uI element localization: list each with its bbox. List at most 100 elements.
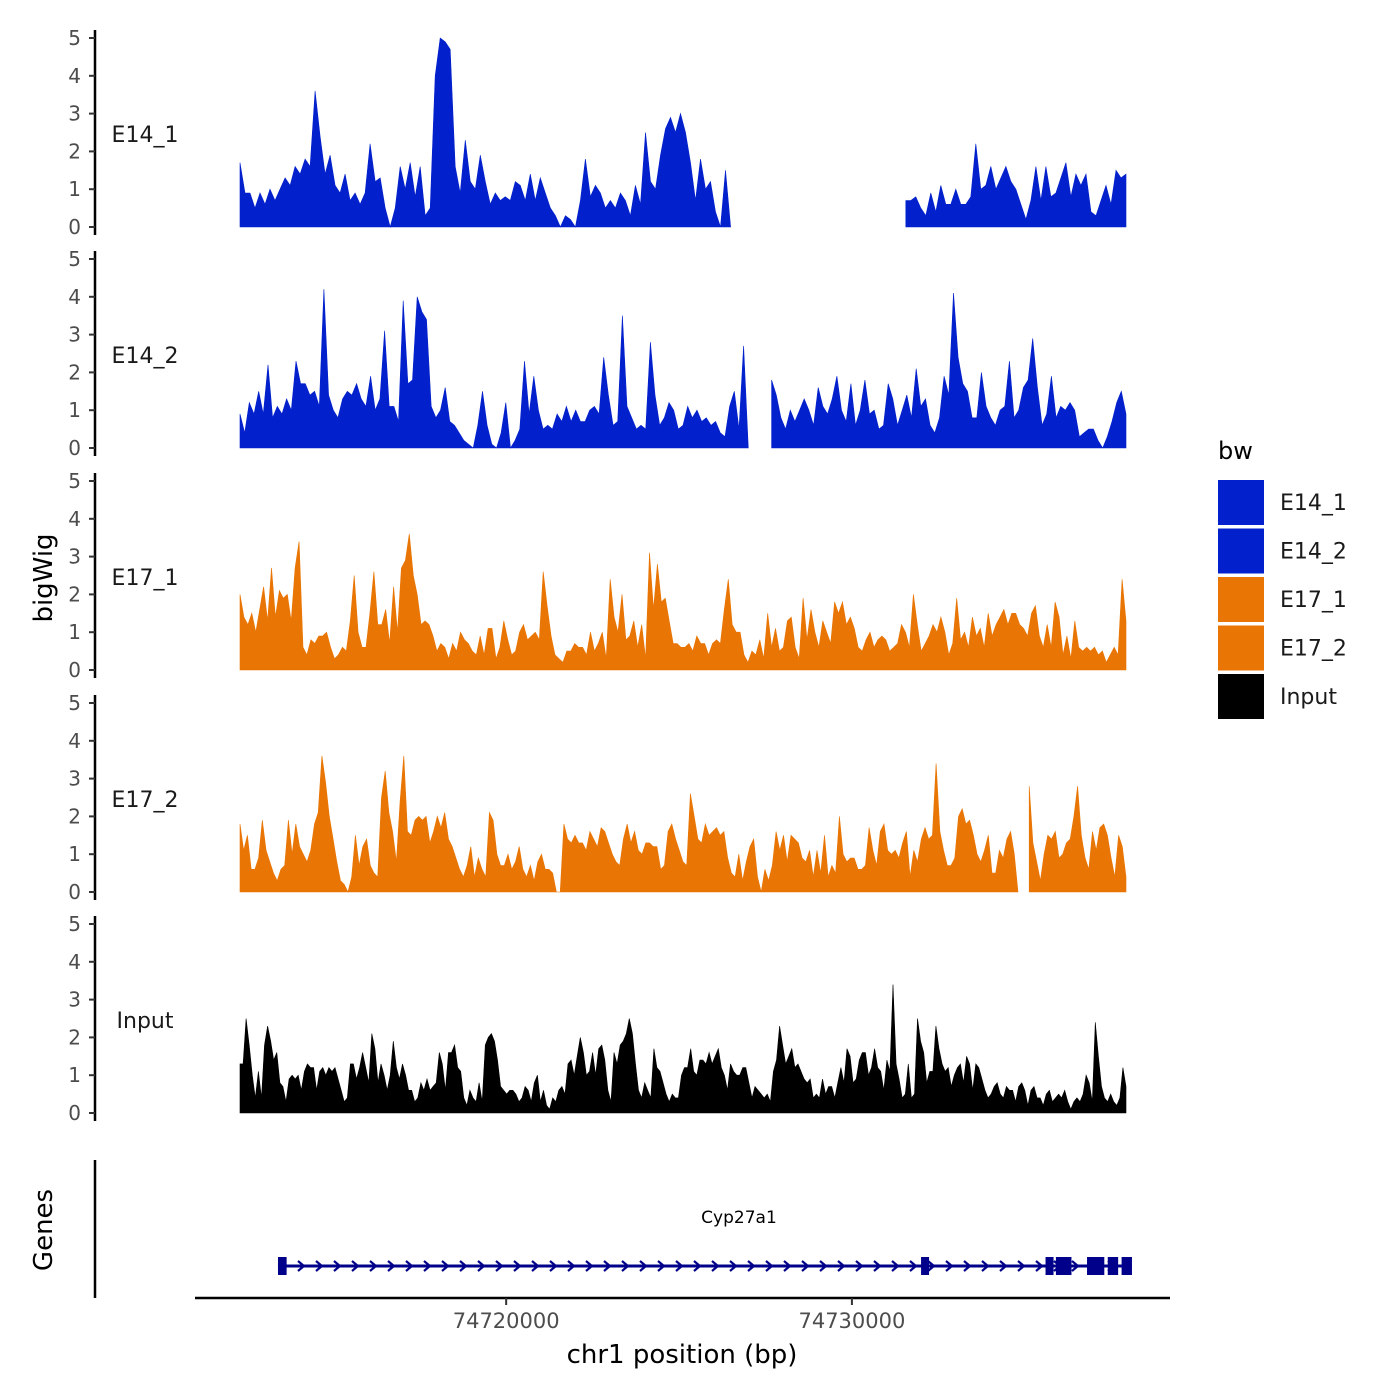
strand-arrow (891, 1260, 900, 1272)
y-tick-label: 3 (68, 545, 81, 569)
strand-arrow (585, 1260, 594, 1272)
gene-exon (277, 1257, 287, 1275)
strand-arrow (657, 1260, 666, 1272)
strand-arrow (621, 1260, 630, 1272)
strand-arrow (801, 1260, 810, 1272)
y-tick-label: 0 (68, 215, 81, 239)
strand-arrow (369, 1260, 378, 1272)
track-E17_2: 0 1 2 3 4 5 E17_2 (68, 691, 1127, 904)
y-tick-label: 1 (68, 1063, 81, 1087)
strand-arrow (441, 1260, 450, 1272)
y-tick-label: 0 (68, 880, 81, 904)
y-tick-label: 5 (68, 247, 81, 271)
track-label: E17_1 (112, 566, 179, 591)
strand-arrow (423, 1260, 432, 1272)
y-tick-label: 0 (68, 436, 81, 460)
legend-label-E14_1: E14_1 (1280, 491, 1347, 516)
y-tick-label: 2 (68, 139, 81, 163)
track-panels: 0 1 2 3 4 5 E14_1 0 1 2 3 4 5 E14_2 0 1 2 3 4 5 E17_1 0 1 2 3 4 5 E… (68, 26, 1127, 1125)
strand-arrow (495, 1260, 504, 1272)
strand-arrow (945, 1260, 954, 1272)
legend-label-E14_2: E14_2 (1280, 540, 1347, 565)
strand-arrow (1071, 1260, 1080, 1272)
strand-arrow (567, 1260, 576, 1272)
strand-arrow (981, 1260, 990, 1272)
y-tick-label: 5 (68, 912, 81, 936)
track-E14_1: 0 1 2 3 4 5 E14_1 (68, 26, 1127, 239)
strand-arrow (315, 1260, 324, 1272)
signal-area-Input (239, 984, 1127, 1114)
track-label: E17_2 (112, 788, 179, 813)
strand-arrow (531, 1260, 540, 1272)
legend-label-Input: Input (1280, 685, 1337, 710)
strand-arrow (711, 1260, 720, 1272)
legend-swatch-E17_2 (1218, 625, 1264, 671)
y-tick-label: 2 (68, 804, 81, 828)
strand-arrow (351, 1260, 360, 1272)
track-label: Input (117, 1009, 174, 1034)
y-tick-label: 4 (68, 729, 81, 753)
strand-arrow (459, 1260, 468, 1272)
legend-swatch-E14_2 (1218, 528, 1264, 574)
strand-arrow (513, 1260, 522, 1272)
strand-arrow (333, 1260, 342, 1272)
gene-exon (1087, 1257, 1105, 1275)
strand-arrow (855, 1260, 864, 1272)
strand-arrow (387, 1260, 396, 1272)
signal-area-E17_2 (239, 755, 1127, 893)
x-tick-label: 74730000 (798, 1309, 905, 1333)
y-tick-label: 2 (68, 360, 81, 384)
y-tick-label: 2 (68, 582, 81, 606)
strand-arrow (405, 1260, 414, 1272)
strand-arrow (765, 1260, 774, 1272)
strand-arrow (837, 1260, 846, 1272)
signal-area-E14_2 (239, 289, 1127, 449)
y-tick-label: 1 (68, 177, 81, 201)
y-axis-label: bigWig (29, 533, 59, 622)
track-E14_2: 0 1 2 3 4 5 E14_2 (68, 247, 1127, 460)
strand-arrow (1035, 1260, 1044, 1272)
x-axis: 74720000 74730000 (195, 1296, 1170, 1333)
gene-exon (921, 1257, 930, 1275)
legend-label-E17_1: E17_1 (1280, 588, 1347, 613)
y-tick-label: 1 (68, 620, 81, 644)
strand-arrow (963, 1260, 972, 1272)
y-tick-label: 4 (68, 285, 81, 309)
track-Input: 0 1 2 3 4 5 Input (68, 912, 1127, 1125)
genes-panel: Cyp27a1 (93, 1160, 1132, 1298)
gene-exon (1045, 1257, 1054, 1275)
legend-swatch-E17_1 (1218, 577, 1264, 622)
gene-exon (1107, 1257, 1119, 1275)
y-tick-label: 0 (68, 1101, 81, 1125)
y-tick-label: 3 (68, 323, 81, 347)
y-tick-label: 4 (68, 64, 81, 88)
track-E17_1: 0 1 2 3 4 5 E17_1 (68, 469, 1127, 682)
strand-arrow (477, 1260, 486, 1272)
y-tick-label: 5 (68, 26, 81, 50)
x-tick-label: 74720000 (453, 1309, 560, 1333)
strand-arrow (927, 1260, 936, 1272)
y-tick-label: 3 (68, 988, 81, 1012)
strand-arrow (873, 1260, 882, 1272)
signal-area-E14_1 (239, 37, 1127, 229)
strand-arrow (729, 1260, 738, 1272)
genes-axis-label: Genes (29, 1189, 59, 1271)
strand-arrow (549, 1260, 558, 1272)
legend-swatch-E14_1 (1218, 480, 1264, 525)
track-label: E14_1 (112, 123, 179, 148)
legend-label-E17_2: E17_2 (1280, 637, 1347, 662)
strand-arrow (819, 1260, 828, 1272)
y-tick-label: 1 (68, 842, 81, 866)
gene-exon (1055, 1257, 1072, 1275)
strand-arrow (999, 1260, 1008, 1272)
y-tick-label: 4 (68, 507, 81, 531)
gene-name: Cyp27a1 (701, 1208, 777, 1228)
strand-arrow (639, 1260, 648, 1272)
y-tick-label: 0 (68, 658, 81, 682)
track-label: E14_2 (112, 344, 179, 369)
y-tick-label: 2 (68, 1025, 81, 1049)
strand-arrow (603, 1260, 612, 1272)
strand-arrow (783, 1260, 792, 1272)
strand-arrow (297, 1260, 306, 1272)
